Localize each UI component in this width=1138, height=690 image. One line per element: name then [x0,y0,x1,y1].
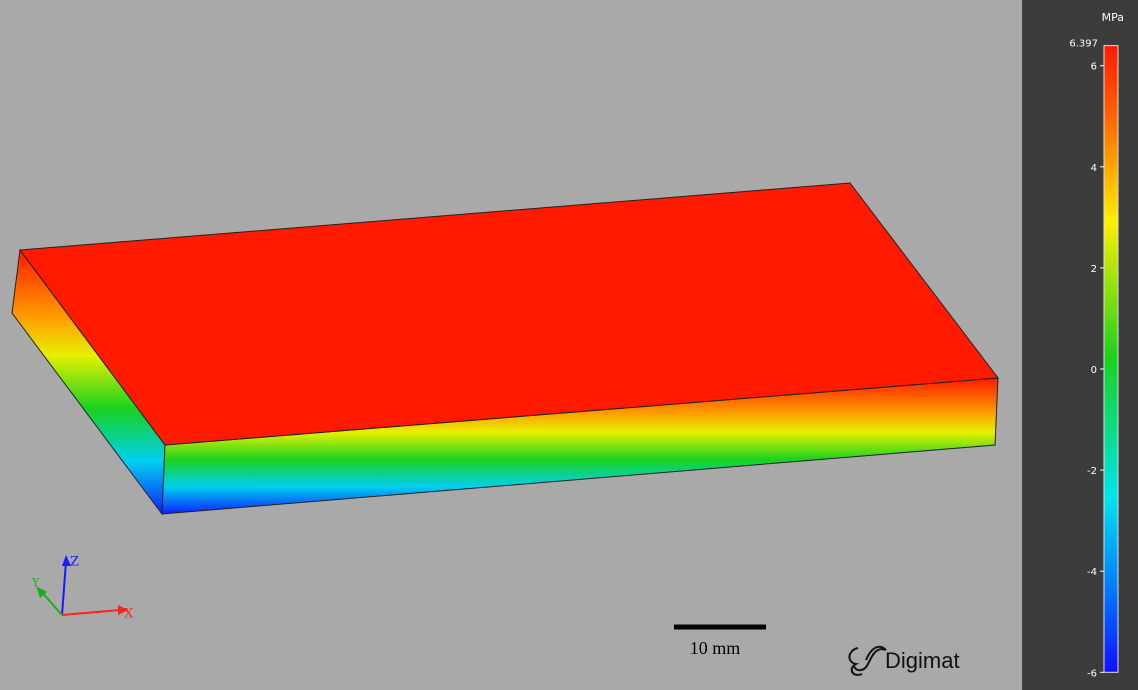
colorbar-unit: MPa [1102,11,1124,24]
colorbar-max-label: 6.397 [1069,39,1098,50]
colorbar-tick-label: -2 [1087,466,1097,477]
colorbar-tick-label: -6 [1087,668,1097,679]
page: Z X Y 10 mm Digimat MPa 6.3976420-2-4-6 … [0,0,1138,690]
colorbar-gradient [1104,46,1118,673]
app-window: Z X Y 10 mm Digimat MPa 6.397 6 4 2 0 -2 -4 -6 [0,0,1138,690]
scale-bar-label: 10 mm [690,638,741,658]
colorbar-tick-label: -4 [1087,567,1097,578]
logo-text: Digimat [885,648,960,673]
z-label: Z [70,555,79,570]
x-label: X [124,607,134,622]
colorbar-tick-label: 0 [1091,365,1097,376]
colorbar-tick-label: 2 [1091,264,1097,275]
y-label: Y [31,576,40,589]
colorbar-tick-label: 4 [1091,163,1097,174]
colorbar-tick-label: 6 [1091,62,1097,73]
legend-panel [1022,0,1138,690]
